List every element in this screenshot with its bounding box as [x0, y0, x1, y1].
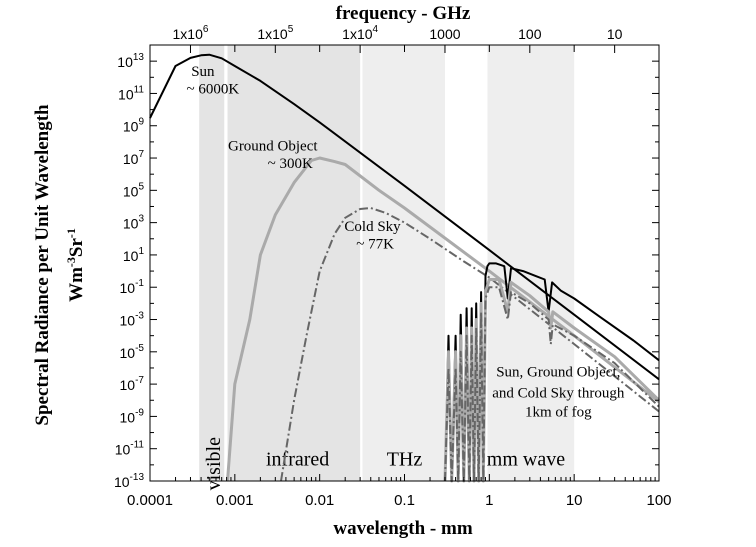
x-tick-label-5: 10	[566, 492, 583, 509]
x-tick-label-4: 1	[485, 492, 493, 509]
y-units-base1: Wm	[66, 267, 87, 302]
y-tick-label-13: 10-13	[114, 472, 144, 490]
y-tick-label-1: 1011	[118, 84, 144, 102]
spectral-bands	[199, 45, 575, 481]
y-tick-label-7: 10-1	[120, 278, 145, 296]
band-label-3: mm wave	[487, 449, 565, 471]
y-axis-title: Spectral Radiance per Unit Wavelength	[32, 104, 53, 426]
y-tick-label-11: 10-9	[120, 407, 145, 425]
x-tick-label-2: 0.01	[305, 492, 334, 509]
band-labels: visible infrared THz mm wave	[203, 437, 565, 490]
series-line-0	[149, 53, 660, 381]
annotation-0: Sun	[191, 64, 215, 80]
top-tick-label-5: 10	[607, 26, 623, 42]
top-tick-label-2: 1x104	[342, 24, 378, 42]
annotation-3: ~ 300K	[268, 156, 313, 172]
y-tick-label-12: 10-11	[115, 440, 145, 458]
band-label-2: THz	[387, 449, 423, 471]
y-tick-label-9: 10-5	[120, 343, 145, 361]
top-tick-label-3: 1000	[429, 26, 460, 42]
annotation-5: ~ 77K	[356, 236, 394, 252]
y-tick-label-0: 1013	[117, 52, 144, 70]
x-axis-title: wavelength - mm	[333, 518, 472, 539]
band-label-0: visible	[203, 437, 225, 490]
annotation-2: Ground Object	[228, 138, 318, 154]
series-line-1	[226, 156, 660, 482]
annotation-7: and Cold Sky through	[492, 385, 625, 401]
top-tick-label-0: 1x106	[173, 24, 209, 42]
y-units-exp1: -3	[64, 257, 78, 267]
y-units-base2: Sr	[66, 238, 87, 258]
series-line-2	[280, 207, 660, 482]
top-axis-ticks: 1x106 1x105 1x104 1000 100 10	[173, 24, 623, 53]
band-1	[227, 45, 361, 481]
x-tick-label-6: 100	[646, 492, 671, 509]
y-tick-label-10: 10-7	[120, 375, 145, 393]
band-2	[362, 45, 445, 481]
band-0	[199, 45, 225, 481]
y-tick-label-6: 101	[123, 246, 145, 264]
annotation-6: Sun, Ground Object,	[496, 364, 620, 380]
curve-annotations: Sun~ 6000K Ground Object ~ 300K Cold Sky~ 7…	[186, 64, 624, 420]
y-units-exp2: -1	[64, 228, 78, 238]
y-tick-label-8: 10-3	[120, 311, 145, 329]
top-axis-title: frequency - GHz	[336, 3, 471, 24]
y-tick-label-2: 109	[123, 117, 145, 135]
x-axis-ticks: 0.0001 0.001 0.01 0.1 1 10 100	[127, 45, 672, 509]
x-tick-label-1: 0.001	[216, 492, 254, 509]
x-tick-label-3: 0.1	[394, 492, 415, 509]
series-lines	[149, 53, 661, 483]
series-line-5	[444, 286, 660, 482]
y-axis-units: Wm-3Sr-1	[64, 228, 87, 302]
top-tick-label-1: 1x105	[257, 24, 293, 42]
y-axis-ticks: 1013 1011 109 107 105 103 101 10-1 10-3 10-5 10-7 1…	[114, 52, 659, 490]
y-tick-label-5: 103	[123, 214, 145, 232]
x-tick-label-0: 0.0001	[127, 492, 173, 509]
y-tick-label-3: 107	[123, 149, 145, 167]
top-tick-label-4: 100	[518, 26, 542, 42]
y-tick-label-4: 105	[123, 181, 145, 199]
annotation-4: Cold Sky	[344, 219, 401, 235]
annotation-1: ~ 6000K	[186, 81, 239, 97]
annotation-8: 1km of fog	[525, 404, 592, 420]
band-label-1: infrared	[266, 449, 329, 471]
band-4	[487, 45, 575, 481]
